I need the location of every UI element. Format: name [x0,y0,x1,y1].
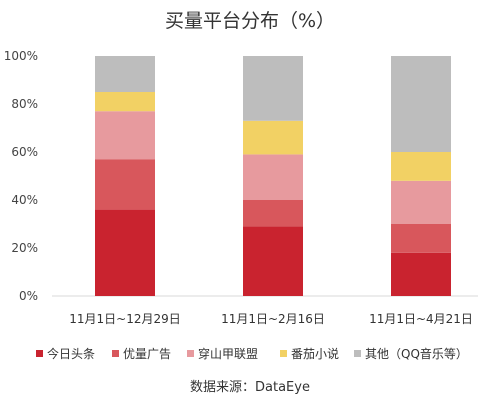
y-tick-label: 100% [4,49,38,63]
legend-label: 穿山甲联盟 [198,346,258,361]
legend-swatch [354,350,361,357]
bar-segment [95,159,155,210]
y-axis-ticks: 0% 20% 40% 60% 80% 100% [4,49,38,303]
legend-label: 其他（QQ音乐等） [365,346,468,361]
y-tick-label: 40% [11,193,38,207]
chart-title: 买量平台分布（%） [165,10,335,32]
y-tick-label: 60% [11,145,38,159]
bar-segment [391,56,451,152]
bar-segment [243,200,303,227]
bar-segment [243,226,303,296]
legend-swatch [187,350,194,357]
bar-segment [243,120,303,155]
legend-swatch [112,350,119,357]
x-category-label: 11月1日~12月29日 [69,312,181,326]
bar-segment [95,111,155,160]
legend: 今日头条 优量广告 穿山甲联盟 番茄小说 其他（QQ音乐等） [36,346,468,361]
legend-swatch [36,350,43,357]
bars-group [95,56,451,296]
legend-swatch [280,350,287,357]
y-tick-label: 80% [11,97,38,111]
bar-segment [391,180,451,224]
legend-label: 番茄小说 [291,346,339,361]
legend-label: 今日头条 [47,346,95,361]
category-labels: 11月1日~12月29日 11月1日~2月16日 11月1日~4月21日 [69,312,473,326]
bar-segment [243,154,303,200]
y-tick-label: 20% [11,241,38,255]
bar-segment [391,152,451,181]
bar-segment [95,209,155,296]
bar-segment [391,224,451,253]
bar-segment [95,92,155,112]
x-category-label: 11月1日~4月21日 [369,312,473,326]
y-tick-label: 0% [19,289,38,303]
x-category-label: 11月1日~2月16日 [221,312,325,326]
bar-segment [95,56,155,92]
source-note: 数据来源：DataEye [190,380,310,395]
legend-label: 优量广告 [123,347,171,361]
bar-segment [243,56,303,121]
bar-segment [391,252,451,296]
